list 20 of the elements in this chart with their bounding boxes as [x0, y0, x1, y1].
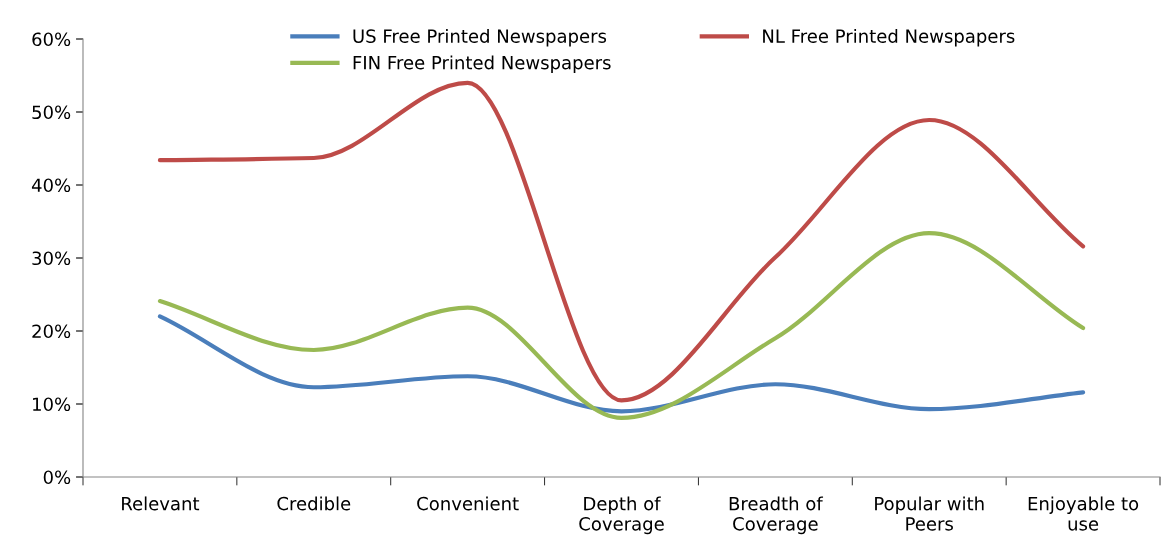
legend-label: US Free Printed Newspapers	[353, 28, 607, 47]
y-tick-label: 10%	[33, 397, 71, 412]
line-series	[157, 231, 1086, 420]
y-tick-label: 40%	[31, 178, 71, 193]
y-tick-label: 60%	[32, 32, 71, 47]
x-tick-label: Breadth of Coverage	[729, 496, 824, 535]
x-tick-label: Convenient	[417, 496, 519, 511]
legend-label: NL Free Printed Newspapers	[763, 28, 1015, 47]
y-tick-label: 30%	[32, 251, 71, 266]
legend-label: FIN Free Printed Newspapers	[353, 55, 611, 73]
x-tick-label: Depth of Coverage	[579, 496, 664, 535]
y-tick-label: 0%	[43, 470, 71, 485]
x-tick-label: Popular with Peers	[875, 496, 984, 531]
line-series	[157, 314, 1086, 414]
x-tick-label: Relevant	[122, 496, 200, 511]
x-tick-label: Enjoyable to use	[1028, 496, 1139, 531]
y-tick-label: 20%	[32, 324, 71, 339]
x-tick-label: Credible	[277, 496, 351, 511]
line-series	[157, 80, 1086, 403]
y-tick-label: 50%	[32, 105, 71, 120]
